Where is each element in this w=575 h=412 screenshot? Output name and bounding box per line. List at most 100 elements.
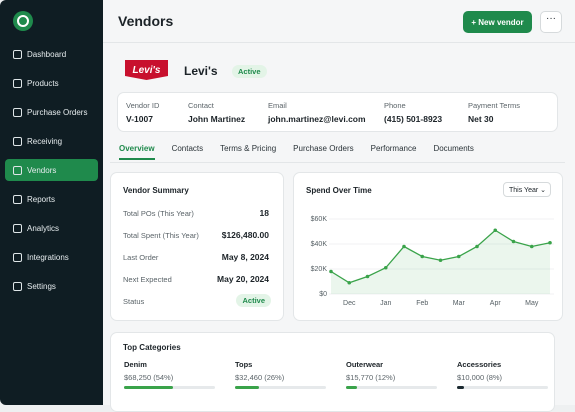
area [331,230,550,294]
x-tick-label: Jan [380,300,391,307]
field-label: Email [268,101,287,110]
x-tick-label: Dec [343,300,356,307]
point [475,244,479,249]
category-value: $15,770 (12%) [346,373,396,382]
tabs: Overview Contacts Terms & Pricing Purchase … [110,140,565,163]
chart-title: Spend Over Time [306,186,372,195]
nav-icon [13,194,22,204]
point [493,228,498,233]
point [420,254,425,259]
nav-icon [13,252,22,262]
field-label: Vendor ID [126,101,160,110]
more-button[interactable]: ··· [540,11,562,33]
vendor-status: Active [232,65,267,78]
tab[interactable]: Overview [119,144,155,160]
nav-icon [13,49,22,59]
tab[interactable]: Terms & Pricing [220,144,277,153]
logo-ring [17,15,29,27]
nav-item[interactable]: Receiving [5,130,98,152]
field-value: V-1007 [126,114,153,124]
period-text: This Year [509,187,539,194]
summary-label: Status [123,297,145,306]
field-label: Phone [384,101,406,110]
point [456,254,461,259]
nav-item[interactable]: Vendors [5,159,98,181]
point [347,280,352,285]
summary-value: May 8, 2024 [221,252,269,262]
category-bar [346,386,357,389]
point [548,240,552,245]
summary-card: Vendor Summary Total POs (This Year) 18 To… [110,172,284,321]
point [365,274,370,279]
top-categories-title: Top Categories [123,343,181,352]
point [383,265,388,270]
tab[interactable]: Contacts [171,144,204,153]
nav-icon [13,165,22,175]
summary-value: May 20, 2024 [217,274,269,284]
category-value: $68,250 (54%) [124,373,174,382]
spend-card: Spend Over Time This Year ⌄ [293,172,563,321]
nav-item[interactable]: Products [5,72,98,94]
category-name: Denim [124,360,147,369]
tab[interactable]: Purchase Orders [293,144,354,153]
logo [13,11,33,31]
y-tick-label: $40K [311,241,328,248]
summary-label: Total Spent (This Year) [123,231,199,240]
category-bar [235,386,259,389]
nav-icon [13,107,22,117]
category-track [235,386,326,389]
category-name: Outerwear [346,360,384,369]
y-tick-label: $0 [319,291,327,298]
field-label: Contact [188,101,214,110]
period-select[interactable]: This Year ⌄ [503,182,551,197]
category-track [346,386,437,389]
nav-item[interactable]: Purchase Orders [5,101,98,123]
summary-label: Total POs (This Year) [123,209,194,218]
tab[interactable]: Performance [370,144,417,153]
x-tick-label: Feb [416,300,428,307]
category-bar [457,386,465,389]
category-name: Tops [235,360,253,369]
vendor-name: Levi's [184,64,218,78]
vendor-info: Vendor ID V-1007 Contact John Martinez Email… [117,92,558,132]
category-bar [124,386,174,389]
nav-icon [13,281,22,291]
point [402,244,406,249]
category-name: Accessories [457,360,502,369]
status-badge: Active [236,294,271,307]
x-tick-label: May [525,300,539,307]
summary-value: $126,480.00 [221,230,269,240]
nav-icon [13,136,22,146]
nav-item[interactable]: Reports [5,188,98,210]
category-track [457,386,548,389]
vendor-logo: Levi's [125,60,168,80]
field-value: john.martinez@levi.com [268,114,366,124]
point [438,258,443,263]
tab[interactable]: Documents [433,144,474,153]
x-tick-label: Apr [490,300,502,307]
summary-value: 18 [259,208,269,218]
sidebar: Dashboard Products Purchase Orders Receivin… [0,0,103,405]
nav-item[interactable]: Dashboard [5,43,98,65]
summary-title: Vendor Summary [123,186,189,195]
point [511,239,516,244]
nav-item[interactable]: Analytics [5,217,98,239]
page-title: Vendors [118,13,174,29]
y-tick-label: $20K [311,266,328,273]
nav-icon [13,223,22,233]
point [329,269,333,274]
field-value: Net 30 [468,114,494,124]
field-value: John Martinez [188,114,246,124]
divider [103,42,575,43]
new-vendor-button[interactable]: + New vendor [463,11,532,33]
nav-item[interactable]: Integrations [5,246,98,268]
spend-chart: $0 $20K $40K $60K Dec Jan Feb Mar Apr May [311,216,554,307]
nav-icon [13,78,22,88]
summary-label: Last Order [123,253,159,262]
field-label: Payment Terms [468,101,520,110]
summary-label: Next Expected [123,275,172,284]
x-tick-label: Mar [453,300,466,307]
field-value: (415) 501-8923 [384,114,443,124]
nav-item[interactable]: Settings [5,275,98,297]
